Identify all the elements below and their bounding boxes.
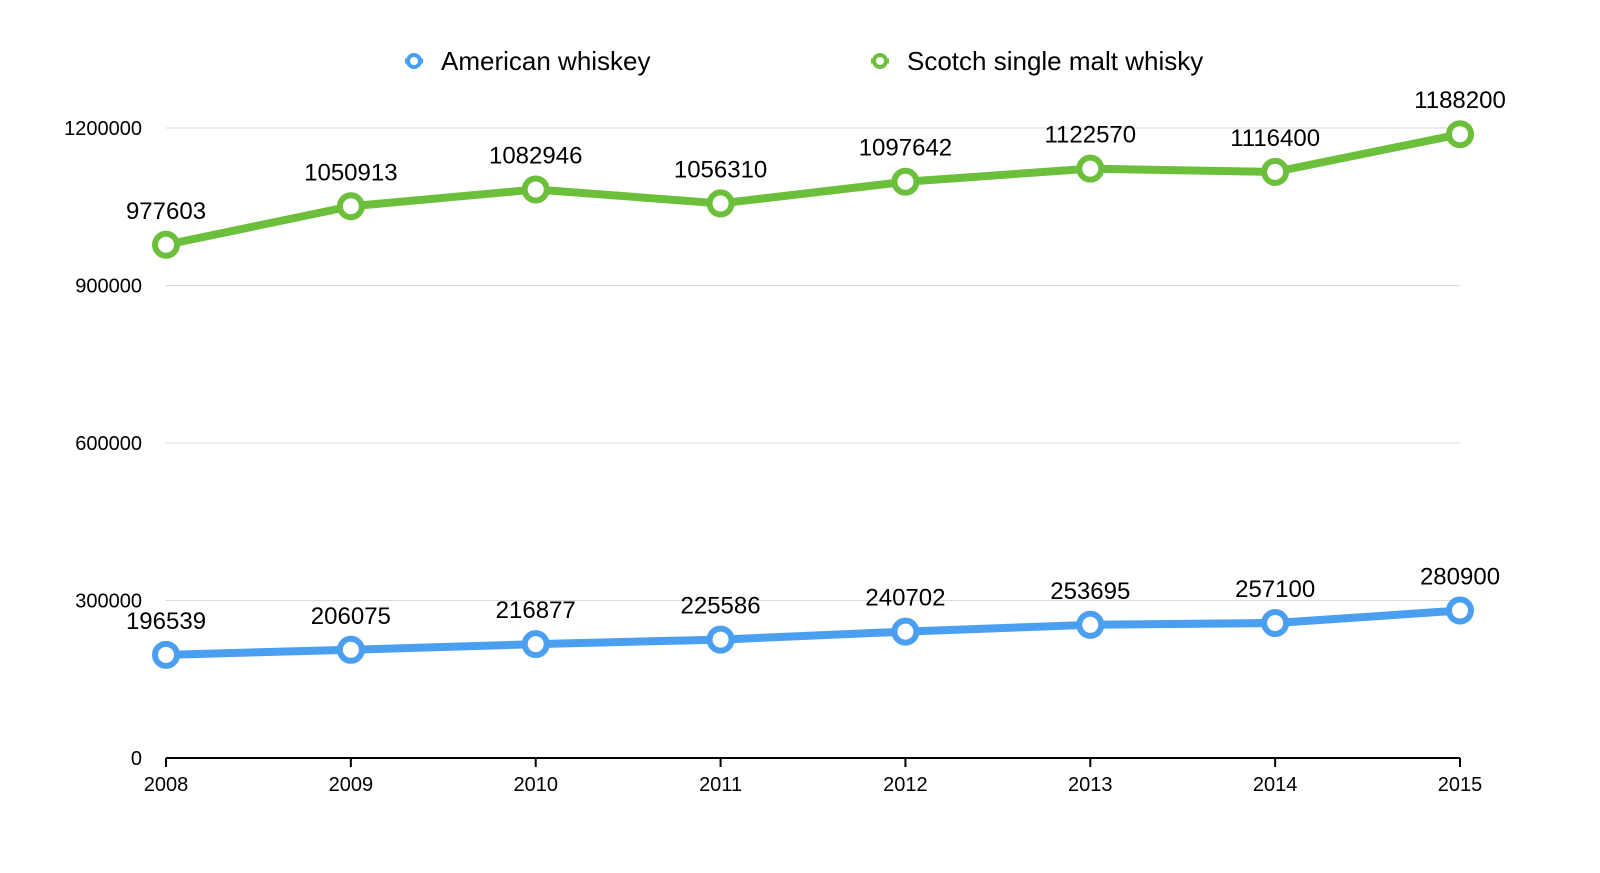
legend-label: Scotch single malt whisky	[907, 46, 1203, 76]
data-point	[152, 230, 180, 259]
data-label: 206075	[311, 603, 391, 630]
x-tick-label: 2011	[699, 774, 742, 796]
data-label: 1050913	[304, 159, 397, 186]
axis-layer: 0 300000 600000 900000 1200000 2008 2009 2010 20…	[64, 118, 1482, 796]
data-label: 196539	[126, 608, 206, 635]
data-point	[706, 189, 735, 218]
legend-label: American whiskey	[441, 46, 651, 76]
data-point	[336, 192, 365, 221]
data-point	[1261, 157, 1290, 186]
data-label: 1122570	[1044, 122, 1136, 149]
data-label: 1097642	[859, 135, 952, 162]
data-point	[1446, 596, 1474, 625]
data-point	[706, 625, 735, 654]
grid-layer	[166, 127, 1460, 601]
legend-item-1: Scotch single malt whisky	[871, 46, 1203, 76]
x-tick-label: 2015	[1438, 774, 1483, 796]
data-label: 1188200	[1414, 87, 1506, 114]
legend-swatch-marker	[872, 53, 888, 69]
data-label: 257100	[1235, 576, 1315, 603]
data-point	[891, 167, 920, 196]
x-tick-label: 2008	[144, 774, 189, 796]
y-tick-label: 1200000	[64, 118, 142, 140]
data-point	[336, 635, 365, 664]
x-tick-label: 2014	[1253, 774, 1298, 796]
data-point	[521, 630, 550, 659]
x-tick-label: 2009	[329, 774, 374, 796]
data-label: 240702	[865, 585, 945, 612]
data-label-layer: 196539 206075 216877 225586 240702 253695 2571…	[126, 87, 1506, 635]
x-tick-label: 2013	[1068, 774, 1113, 796]
series-line-1	[162, 130, 1464, 249]
legend-swatch-marker	[406, 53, 422, 69]
legend-item-0: American whiskey	[405, 46, 651, 76]
y-tick-label: 600000	[75, 433, 142, 455]
data-point	[891, 617, 920, 646]
series-layer	[152, 120, 1474, 669]
series-line-0	[162, 606, 1464, 659]
data-label: 977603	[126, 198, 206, 225]
data-label: 1116400	[1230, 125, 1320, 152]
legend: American whiskey Scotch single malt whisk…	[405, 46, 1203, 76]
data-label: 1056310	[674, 156, 767, 183]
data-label: 1082946	[489, 142, 582, 169]
data-label: 280900	[1420, 564, 1500, 591]
y-tick-label: 300000	[75, 591, 142, 613]
data-point	[1446, 120, 1474, 149]
y-tick-label: 900000	[75, 276, 142, 298]
x-tick-label: 2012	[883, 774, 928, 796]
data-label: 216877	[496, 597, 576, 624]
data-point	[152, 640, 180, 669]
y-tick-label: 0	[131, 748, 142, 770]
data-point	[1076, 610, 1105, 639]
data-label: 225586	[681, 593, 761, 620]
data-label: 253695	[1050, 578, 1130, 605]
data-point	[1076, 154, 1105, 183]
data-point	[1261, 609, 1290, 638]
data-point	[521, 175, 550, 204]
x-tick-label: 2010	[513, 774, 558, 796]
